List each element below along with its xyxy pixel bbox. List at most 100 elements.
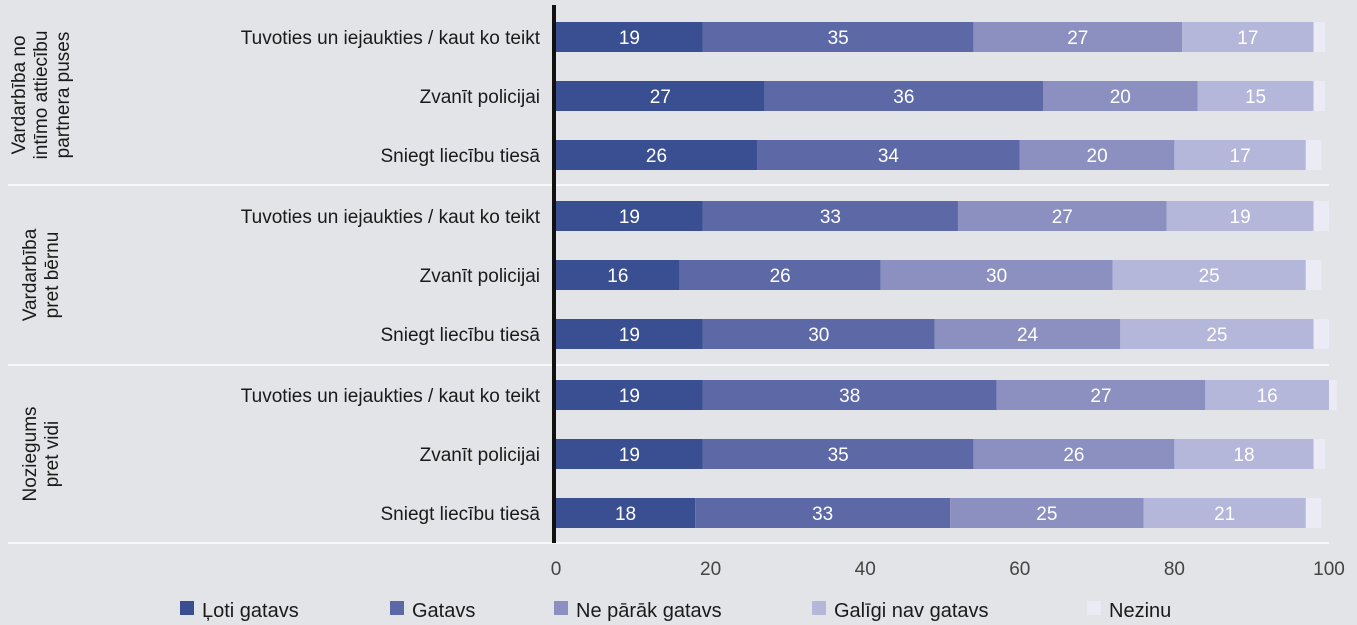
- data-label: 34: [878, 146, 900, 167]
- bar-segment: [1305, 140, 1322, 170]
- bar-segment: [1112, 260, 1306, 290]
- bar-segment: [1166, 201, 1314, 231]
- data-label: 21: [1214, 504, 1235, 525]
- x-tick-label: 0: [551, 559, 562, 580]
- bar-segment: [695, 498, 951, 528]
- bar-segment: [880, 260, 1113, 290]
- legend-swatch: [812, 601, 826, 615]
- data-label: 35: [828, 28, 849, 49]
- bar-segment: [934, 319, 1121, 349]
- data-label: 25: [1036, 504, 1057, 525]
- legend-label: Gatavs: [412, 600, 475, 622]
- group-label: Noziegumspret vidi: [20, 406, 63, 501]
- bar-segment: [1313, 319, 1329, 349]
- bar-segment: [702, 380, 997, 410]
- bar-segment: [957, 201, 1167, 231]
- data-label: 35: [828, 445, 849, 466]
- legend-label: Ne pārāk gatavs: [576, 600, 722, 622]
- bar-segment: [1305, 498, 1322, 528]
- bar-segment: [1042, 81, 1198, 111]
- category-label: Zvanīt policijai: [420, 445, 540, 466]
- data-label: 17: [1237, 28, 1258, 49]
- legend-label: Ļoti gatavs: [202, 600, 299, 622]
- category-label: Sniegt liecību tiesā: [381, 504, 541, 525]
- bar-segment: [556, 260, 680, 290]
- data-label: 27: [1090, 386, 1111, 407]
- data-label: 20: [1087, 146, 1108, 167]
- bar-segment: [1313, 81, 1326, 111]
- x-tick-label: 40: [855, 559, 876, 580]
- data-label: 20: [1110, 87, 1131, 108]
- category-label: Tuvoties un iejaukties / kaut ko teikt: [241, 207, 541, 228]
- category-label: Zvanīt policijai: [420, 266, 540, 287]
- bar-segment: [1313, 201, 1329, 231]
- x-tick-label: 80: [1164, 559, 1185, 580]
- legend-swatch: [390, 601, 404, 615]
- data-label: 18: [1233, 445, 1254, 466]
- data-label: 18: [615, 504, 636, 525]
- data-label: 19: [619, 28, 640, 49]
- bar-segment: [702, 319, 935, 349]
- data-label: 16: [607, 266, 628, 287]
- bar-segment: [1313, 22, 1326, 52]
- data-label: 26: [770, 266, 791, 287]
- data-label: 27: [1052, 207, 1073, 228]
- bar-segment: [702, 201, 958, 231]
- bar-segment: [950, 498, 1144, 528]
- legend-label: Nezinu: [1109, 600, 1171, 622]
- legend-label: Galīgi nav gatavs: [834, 600, 989, 622]
- bar-segment: [556, 140, 757, 170]
- data-label: 25: [1199, 266, 1220, 287]
- data-label: 19: [619, 207, 640, 228]
- x-tick-label: 20: [700, 559, 721, 580]
- bar-segment: [973, 22, 1183, 52]
- data-label: 36: [893, 87, 914, 108]
- legend-swatch: [554, 601, 568, 615]
- data-label: 19: [619, 445, 640, 466]
- bar-segment: [679, 260, 881, 290]
- bar-segment: [1329, 380, 1337, 410]
- x-tick-label: 100: [1313, 559, 1345, 580]
- data-label: 30: [986, 266, 1007, 287]
- data-label: 27: [1067, 28, 1088, 49]
- data-label: 25: [1206, 325, 1227, 346]
- bar-segment: [556, 22, 703, 52]
- data-label: 38: [839, 386, 860, 407]
- data-label: 27: [650, 87, 671, 108]
- data-label: 33: [812, 504, 833, 525]
- bar-segment: [556, 81, 765, 111]
- bar-segment: [1019, 140, 1175, 170]
- bar-segment: [702, 439, 974, 469]
- bar-segment: [764, 81, 1043, 111]
- bar-segment: [1313, 439, 1326, 469]
- x-tick-label: 60: [1009, 559, 1030, 580]
- category-label: Tuvoties un iejaukties / kaut ko teikt: [241, 28, 541, 49]
- data-label: 19: [619, 325, 640, 346]
- data-label: 33: [820, 207, 841, 228]
- bar-segment: [1182, 22, 1314, 52]
- bar-segment: [556, 201, 703, 231]
- data-label: 26: [646, 146, 667, 167]
- data-label: 15: [1245, 87, 1266, 108]
- bar-segment: [556, 439, 703, 469]
- category-label: Sniegt liecību tiesā: [381, 325, 541, 346]
- bar-segment: [1197, 81, 1314, 111]
- data-label: 19: [1230, 207, 1251, 228]
- bar-segment: [556, 319, 703, 349]
- legend-swatch: [180, 601, 194, 615]
- category-label: Sniegt liecību tiesā: [381, 146, 541, 167]
- bar-segment: [996, 380, 1206, 410]
- bar-segment: [1174, 140, 1306, 170]
- category-label: Tuvoties un iejaukties / kaut ko teikt: [241, 386, 541, 407]
- bar-segment: [1143, 498, 1306, 528]
- bar-segment: [1174, 439, 1314, 469]
- data-label: 19: [619, 386, 640, 407]
- data-label: 24: [1017, 325, 1039, 346]
- data-label: 26: [1063, 445, 1084, 466]
- bar-segment: [1205, 380, 1329, 410]
- bar-segment: [756, 140, 1020, 170]
- data-label: 17: [1230, 146, 1251, 167]
- data-label: 30: [808, 325, 829, 346]
- bar-segment: [556, 498, 696, 528]
